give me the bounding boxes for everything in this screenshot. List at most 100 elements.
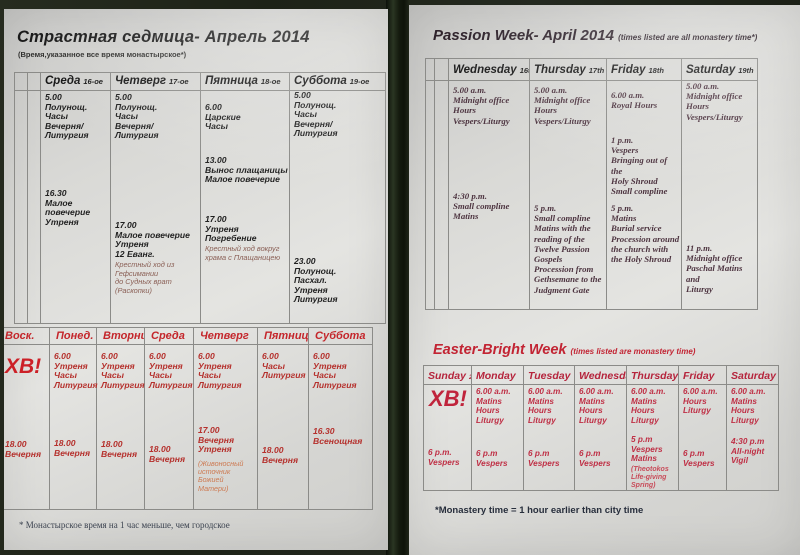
day-date: 16th (519, 66, 529, 75)
service-block: 6.00 a.m. Matins Hours Liturgy (631, 387, 666, 425)
day-date: 20th (469, 374, 471, 381)
service-block: 6.00 Часы Литургия (262, 351, 306, 381)
service-block: 6.00 a.m. Royal Hours (611, 90, 658, 111)
feast-note: (Theotokos Life-giving Spring) (631, 466, 669, 490)
service-block: 5.00 Полунощ. Часы Вечерня/ Литургия (294, 90, 338, 139)
day-name: Sunday (428, 370, 466, 382)
service-block: 5.00 Полунощ. Часы Вечерня/ Литургия (45, 92, 89, 141)
feast-note: (Живоносный источник Божией Матери) (198, 459, 244, 493)
column-sreda-2: Среда 6.00 Утреня Часы Литургия 18.00 Ве… (144, 328, 193, 509)
service-block: 1 p.m. Vespers Bringing out of the Holy … (611, 135, 668, 197)
day-name: Среда (45, 75, 81, 87)
service-block: 6.00 Утреня Часы Литургия (149, 351, 193, 390)
day-name: Tuesday (528, 370, 571, 382)
day-name: Wednesday (453, 64, 517, 76)
column-pyatnitsa-2: Пятница 6.00 Часы Литургия 18.00 Вечерня (257, 328, 308, 509)
column-thursday: Thursday 17th 5.00 a.m. Midnight office H… (529, 59, 606, 309)
page-title-russian: Страстная седмица- Апрель 2014 (17, 28, 310, 46)
service-block: 6.00 a.m. Matins Hours Liturgy (528, 387, 563, 425)
service-block: 5.00 a.m. Midnight office Hours Vespers/… (453, 85, 510, 126)
service-block: 6.00 Утреня Часы Литургия (198, 351, 242, 390)
day-date: 16-ое (83, 77, 103, 86)
service-block: 6 p.m. Vespers (428, 448, 460, 467)
column-saturday-2: Saturday 6.00 a.m. Matins Hours Liturgy … (726, 366, 778, 490)
service-block: 6.00 a.m. Hours Liturgy (683, 387, 718, 415)
service-block: 23.00 Полунощ. Пасхал. Утреня Литургия (294, 256, 338, 305)
day-date: 17th (588, 66, 605, 75)
christ-is-risen-label: ХВ! (429, 386, 467, 411)
column-vtornik: Вторник 6.00 Утреня Часы Литургия 18.00 … (96, 328, 145, 509)
service-block: 6.00 a.m. Matins Hours Liturgy (476, 387, 511, 425)
service-block: 4:30 p.m. Small compline Matins (453, 191, 510, 222)
day-name: Thursday (631, 370, 678, 382)
service-block: 18.00 Вечерня (262, 445, 299, 465)
column-sunday: Sunday20th ХВ! 6 p.m. Vespers (424, 366, 471, 490)
service-block: 5 p.m. Small compline Matins with the re… (534, 203, 602, 295)
day-name: Суббота (294, 75, 347, 87)
bright-week-table-russian: Воск. ХВ! 18.00 Вечерня Понед. 6.00 Утре… (4, 327, 373, 510)
procession-note: Крестный ход из Гефсимании до Судных вра… (115, 260, 175, 295)
passion-week-table-russian: Среда 16-ое 5.00 Полунощ. Часы Вечерня/ Л… (14, 72, 386, 324)
day-name: Monday (476, 370, 516, 382)
service-block: 6.00 Утреня Часы Литургия (101, 351, 145, 390)
column-thursday-2: Thursday 6.00 a.m. Matins Hours Liturgy … (626, 366, 678, 490)
service-block: 6.00 Утреня Часы Литургия (54, 351, 98, 390)
day-name: Thursday (534, 64, 586, 76)
procession-note: Крестный ход вокруг храма с Плащаницею (205, 244, 281, 262)
column-chetverg: Четверг 17-ое 5.00 Полунощ. Часы Вечерня/… (110, 73, 200, 323)
column-subbota-2: Суббота 6.00 Утреня Часы Литургия 16.30 … (308, 328, 372, 509)
service-block: 18.00 Вечерня (101, 439, 138, 459)
service-block: 18.00 Вечерня (54, 438, 91, 458)
day-name: Saturday (686, 64, 736, 76)
day-name: Вторник (103, 330, 144, 342)
day-name: Среда (151, 330, 185, 342)
service-block: 4:30 p.m All-night Vigil (731, 437, 765, 465)
service-block: 6.00 Утреня Часы Литургия (313, 351, 357, 390)
service-block: 6 p.m Vespers (528, 449, 560, 468)
column-monday: Monday 6.00 a.m. Matins Hours Liturgy 6 … (471, 366, 523, 490)
column-tuesday: Tuesday 6.00 a.m. Matins Hours Liturgy 6… (523, 366, 574, 490)
empty-column (27, 73, 40, 323)
column-subbota: Суббота 19-ое 5.00 Полунощ. Часы Вечерня/… (289, 73, 385, 323)
service-block: 5 p.m. Matins Burial service Procession … (611, 203, 680, 265)
day-date: 18-ое (260, 77, 281, 86)
service-block: 16.30 Всенощная (313, 426, 363, 446)
title-note: (times listed are all monastery time*) (618, 33, 758, 42)
column-pyatnitsa: Пятница 18-ое 6.00 Царские Часы 13.00 Вын… (200, 73, 289, 323)
service-block: 16.30 Малое повечерие Утреня (45, 188, 91, 227)
day-name: Понед. (56, 330, 94, 342)
day-name: Friday (683, 370, 715, 382)
title-text: Passion Week- April 2014 (433, 27, 614, 44)
service-block: 17.00 Утреня Погребение (205, 214, 257, 244)
footnote-russian: * Монастырское время на 1 час меньше, че… (19, 520, 230, 530)
service-block: 11 p.m. Midnight office Paschal Matins a… (686, 243, 743, 294)
service-block: 18.00 Вечерня (149, 444, 186, 464)
christ-is-risen-label: ХВ! (5, 355, 42, 378)
empty-column (15, 73, 27, 323)
day-date: 19th (738, 66, 754, 75)
column-voskresenie: Воск. ХВ! 18.00 Вечерня (4, 328, 49, 509)
column-sreda: Среда 16-ое 5.00 Полунощ. Часы Вечерня/ Л… (40, 73, 110, 323)
service-block: 6.00 a.m. Matins Hours Liturgy (579, 387, 614, 425)
bright-week-title: Easter-Bright Week (times listed are mon… (433, 342, 695, 358)
service-block: 17.00 Малое повечерие Утреня 12 Еванг. (115, 220, 190, 259)
column-chetverg-2: Четверг 6.00 Утреня Часы Литургия 17.00 … (193, 328, 257, 509)
service-block: 5.00 a.m. Midnight office Hours Vespers/… (534, 85, 591, 126)
column-saturday: Saturday 19th 5.00 a.m. Midnight office H… (681, 59, 757, 309)
footnote-english: *Monastery time = 1 hour earlier than ci… (435, 505, 644, 516)
title-note: (times listed are monastery time) (570, 347, 696, 356)
left-page-russian-schedule: Страстная седмица- Апрель 2014 (Время,ук… (4, 9, 388, 550)
service-block: 6 p.m Vespers (579, 449, 611, 468)
column-wednesday: Wednesday16th 5.00 a.m. Midnight office … (448, 59, 529, 309)
day-name: Saturday (731, 370, 776, 382)
empty-column (426, 59, 434, 309)
service-block: 5 p.m Vespers Matins (631, 435, 663, 463)
column-wednesday-2: Wednesday 6.00 a.m. Matins Hours Liturgy… (574, 366, 626, 490)
column-ponedelnik: Понед. 6.00 Утреня Часы Литургия 18.00 В… (49, 328, 98, 509)
column-friday: Friday 18th 6.00 a.m. Royal Hours 1 p.m. … (606, 59, 681, 309)
day-date: 18th (648, 66, 664, 75)
service-block: 5.00 a.m. Midnight office Hours Vespers/… (686, 81, 743, 122)
service-block: 6 p.m Vespers (683, 449, 715, 468)
day-name: Пятница (205, 75, 258, 87)
service-block: 6 p.m Vespers (476, 449, 508, 468)
